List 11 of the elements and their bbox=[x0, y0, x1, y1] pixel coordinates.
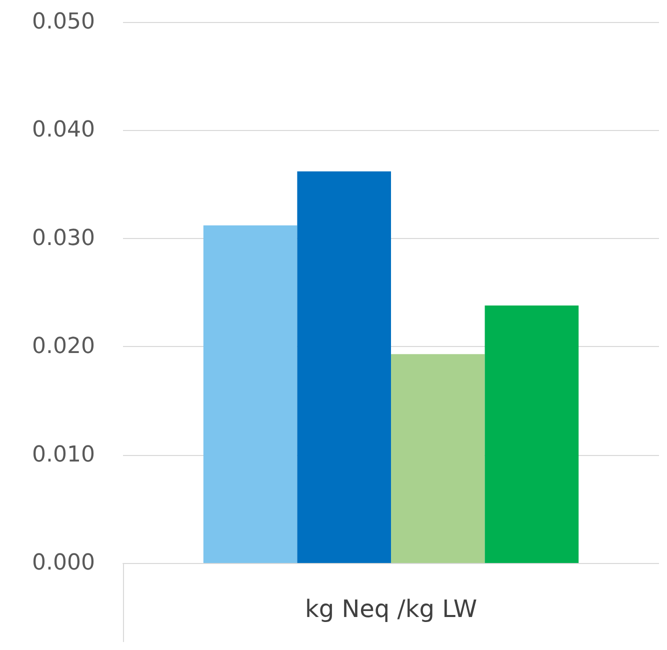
bar bbox=[203, 225, 298, 563]
bar bbox=[391, 354, 485, 563]
bar bbox=[484, 305, 579, 563]
y-tick-label: 0.010 bbox=[32, 442, 95, 468]
y-tick-label: 0.040 bbox=[32, 118, 95, 143]
y-tick-label: 0.000 bbox=[32, 550, 95, 576]
x-tick-label: kg Neq /kg LW bbox=[304, 595, 478, 623]
y-tick-label: 0.050 bbox=[32, 10, 95, 34]
bar bbox=[297, 171, 391, 563]
y-tick-label: 0.020 bbox=[32, 334, 95, 360]
y-tick-label: 0.030 bbox=[32, 226, 95, 251]
